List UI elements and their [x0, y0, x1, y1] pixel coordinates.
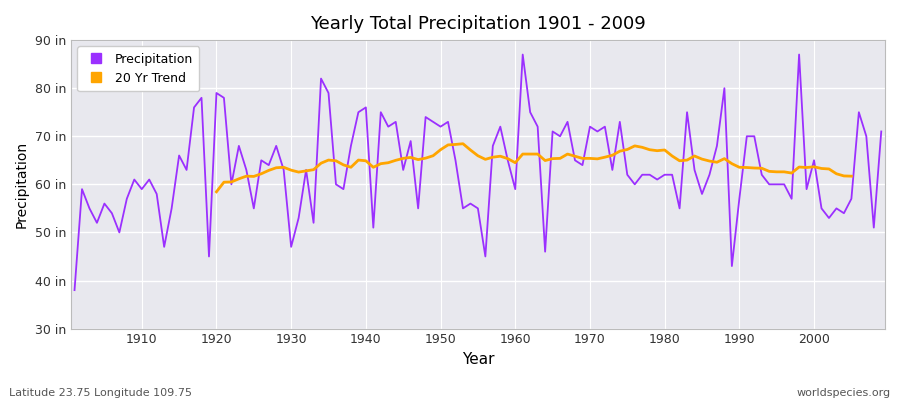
Title: Yearly Total Precipitation 1901 - 2009: Yearly Total Precipitation 1901 - 2009 — [310, 15, 646, 33]
Legend: Precipitation, 20 Yr Trend: Precipitation, 20 Yr Trend — [77, 46, 199, 91]
Text: Latitude 23.75 Longitude 109.75: Latitude 23.75 Longitude 109.75 — [9, 388, 192, 398]
Text: worldspecies.org: worldspecies.org — [796, 388, 891, 398]
X-axis label: Year: Year — [462, 352, 494, 367]
Y-axis label: Precipitation: Precipitation — [15, 141, 29, 228]
